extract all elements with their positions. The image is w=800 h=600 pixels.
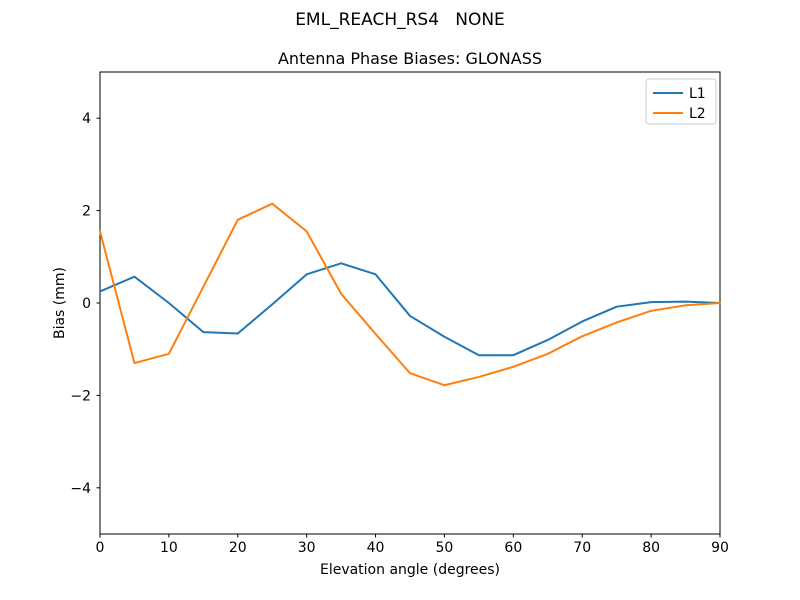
x-tick-label: 80 xyxy=(642,540,660,556)
y-tick-label: 0 xyxy=(82,296,91,312)
x-tick-label: 10 xyxy=(160,540,178,556)
x-tick-label: 30 xyxy=(298,540,316,556)
x-tick-label: 20 xyxy=(229,540,247,556)
x-tick-label: 40 xyxy=(367,540,385,556)
chart-title: Antenna Phase Biases: GLONASS xyxy=(277,49,542,68)
x-tick-label: 0 xyxy=(96,540,105,556)
figure-suptitle: EML_REACH_RS4 NONE xyxy=(295,10,505,30)
legend-label-L1: L1 xyxy=(689,86,706,102)
y-tick-label: −2 xyxy=(70,388,91,404)
x-tick-label: 90 xyxy=(711,540,729,556)
y-axis: −4 −2 0 2 4 xyxy=(70,111,100,497)
series-line-L1 xyxy=(99,262,721,357)
y-tick-label: −4 xyxy=(70,481,91,497)
y-tick-label: 4 xyxy=(82,111,91,127)
y-tick-label: 2 xyxy=(82,204,91,220)
x-tick-label: 70 xyxy=(573,540,591,556)
series-line-L2 xyxy=(99,202,721,387)
y-axis-label: Bias (mm) xyxy=(52,266,68,340)
x-axis-label: Elevation angle (degrees) xyxy=(319,562,501,578)
axes-spines xyxy=(99,71,721,535)
legend-label-L2: L2 xyxy=(689,106,706,122)
x-tick-label: 60 xyxy=(504,540,522,556)
x-tick-label: 50 xyxy=(436,540,454,556)
x-axis: 0 10 20 30 40 50 60 70 80 90 xyxy=(96,534,729,556)
